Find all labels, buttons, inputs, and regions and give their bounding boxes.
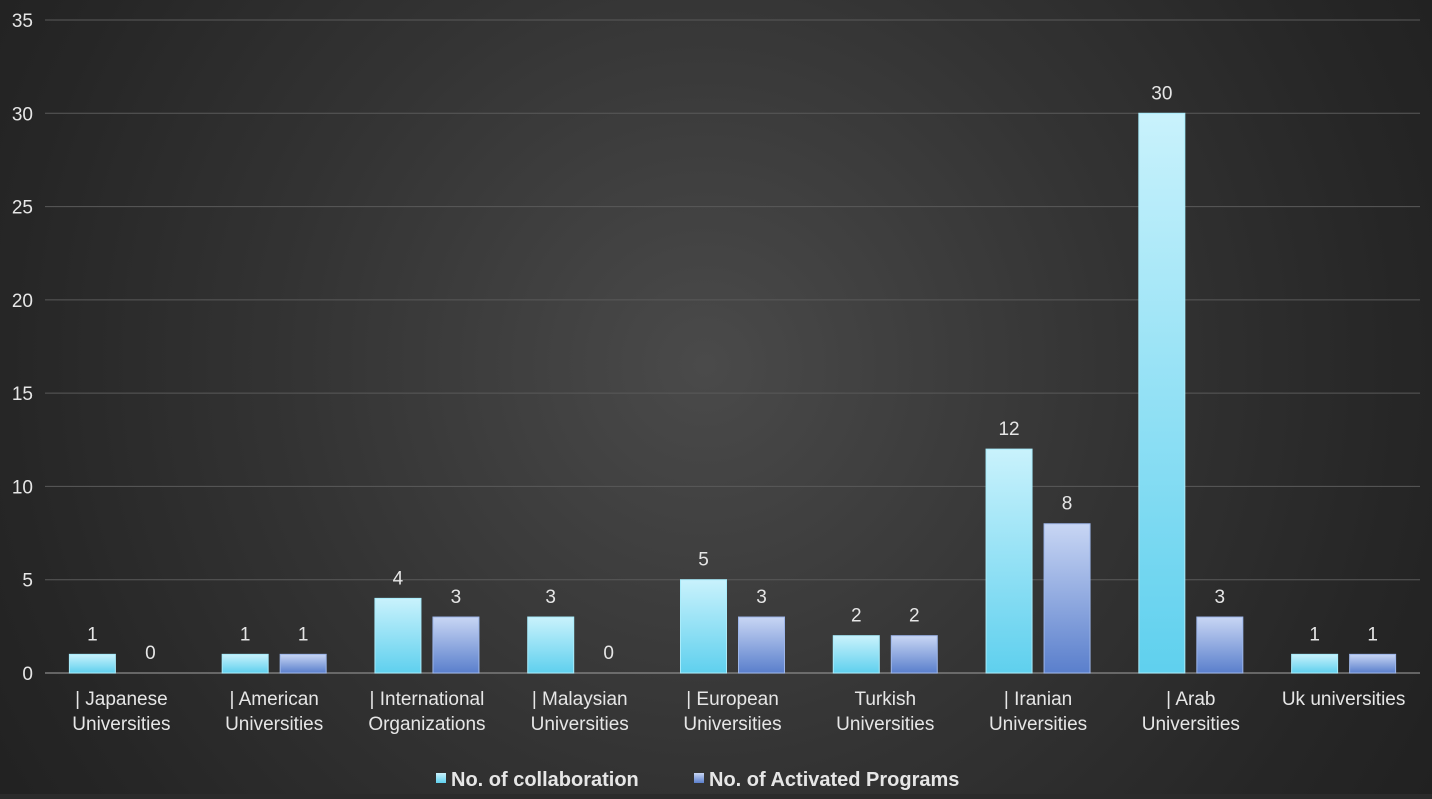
data-label-series0-cat6: 12 <box>998 419 1019 440</box>
y-tick-label-5: 5 <box>22 571 33 592</box>
data-label-series1-cat8: 1 <box>1367 624 1378 645</box>
data-label-series1-cat4: 3 <box>756 587 767 608</box>
data-label-series0-cat3: 3 <box>545 587 556 608</box>
category-label-2-line0: | International <box>370 689 485 710</box>
data-label-series1-cat1: 1 <box>298 624 309 645</box>
data-label-series0-cat7: 30 <box>1151 83 1172 104</box>
data-label-series1-cat7: 3 <box>1215 587 1226 608</box>
y-tick-label-30: 30 <box>12 104 33 125</box>
bars <box>68 112 1397 674</box>
data-label-series1-cat5: 2 <box>909 606 920 627</box>
y-axis-ticks: 0 5 10 15 20 25 30 35 <box>12 11 33 685</box>
category-label-7-line0: | Arab <box>1166 689 1215 710</box>
data-label-series0-cat0: 1 <box>87 624 98 645</box>
bar-series1-cat2 <box>432 616 480 674</box>
data-label-series1-cat2: 3 <box>451 587 462 608</box>
category-label-7-line1: Universities <box>1142 714 1240 735</box>
gridlines <box>45 19 1420 674</box>
category-label-3-line0: | Malaysian <box>532 689 628 710</box>
category-label-6-line0: | Iranian <box>1004 689 1072 710</box>
legend-swatch-series1 <box>694 773 704 783</box>
y-tick-label-15: 15 <box>12 384 33 405</box>
bar-series0-cat3 <box>527 616 575 674</box>
data-label-series0-cat8: 1 <box>1309 624 1320 645</box>
y-tick-label-10: 10 <box>12 477 33 498</box>
data-label-series1-cat3: 0 <box>603 643 614 664</box>
bar-series0-cat2 <box>374 597 422 674</box>
category-label-4-line1: Universities <box>683 714 781 735</box>
x-axis-categories: | Japanese Universities | American Universi… <box>72 689 1405 735</box>
category-label-5-line1: Universities <box>836 714 934 735</box>
y-tick-label-0: 0 <box>22 664 33 685</box>
bar-series1-cat8 <box>1349 653 1397 674</box>
bar-series0-cat5 <box>832 635 880 674</box>
bar-series0-cat7 <box>1138 112 1186 674</box>
category-label-0-line1: Universities <box>72 714 170 735</box>
legend-label-series0: No. of collaboration <box>451 769 639 791</box>
legend-swatch-series0 <box>436 773 446 783</box>
category-label-6-line1: Universities <box>989 714 1087 735</box>
bar-series1-cat1 <box>279 653 327 674</box>
bar-series1-cat7 <box>1196 616 1244 674</box>
legend-label-series1: No. of Activated Programs <box>709 769 959 791</box>
data-label-series0-cat4: 5 <box>698 550 709 571</box>
data-label-series0-cat5: 2 <box>851 606 862 627</box>
category-label-5-line0: Turkish <box>854 689 916 710</box>
bar-series1-cat5 <box>890 635 938 674</box>
bar-series0-cat4 <box>680 579 727 674</box>
data-label-series0-cat2: 4 <box>393 568 404 589</box>
bar-series1-cat6 <box>1043 523 1091 674</box>
category-label-1-line1: Universities <box>225 714 323 735</box>
category-label-2-line1: Organizations <box>368 714 485 735</box>
category-label-3-line1: Universities <box>531 714 629 735</box>
bar-series0-cat8 <box>1291 653 1339 674</box>
bar-series0-cat6 <box>985 448 1033 674</box>
y-tick-label-35: 35 <box>12 11 33 32</box>
category-label-1-line0: | American <box>229 689 318 710</box>
bar-series0-cat0 <box>68 653 116 674</box>
y-tick-label-20: 20 <box>12 291 33 312</box>
category-label-8-line0: Uk universities <box>1282 689 1406 710</box>
category-label-4-line0: | European <box>686 689 779 710</box>
data-label-series1-cat0: 0 <box>145 643 156 664</box>
data-label-series0-cat1: 1 <box>240 624 251 645</box>
y-tick-label-25: 25 <box>12 198 33 219</box>
bar-series0-cat1 <box>221 653 269 674</box>
bar-series1-cat4 <box>738 616 785 674</box>
legend: No. of collaboration No. of Activated Pro… <box>436 769 959 791</box>
data-label-series1-cat6: 8 <box>1062 494 1073 515</box>
category-label-0-line0: | Japanese <box>75 689 168 710</box>
